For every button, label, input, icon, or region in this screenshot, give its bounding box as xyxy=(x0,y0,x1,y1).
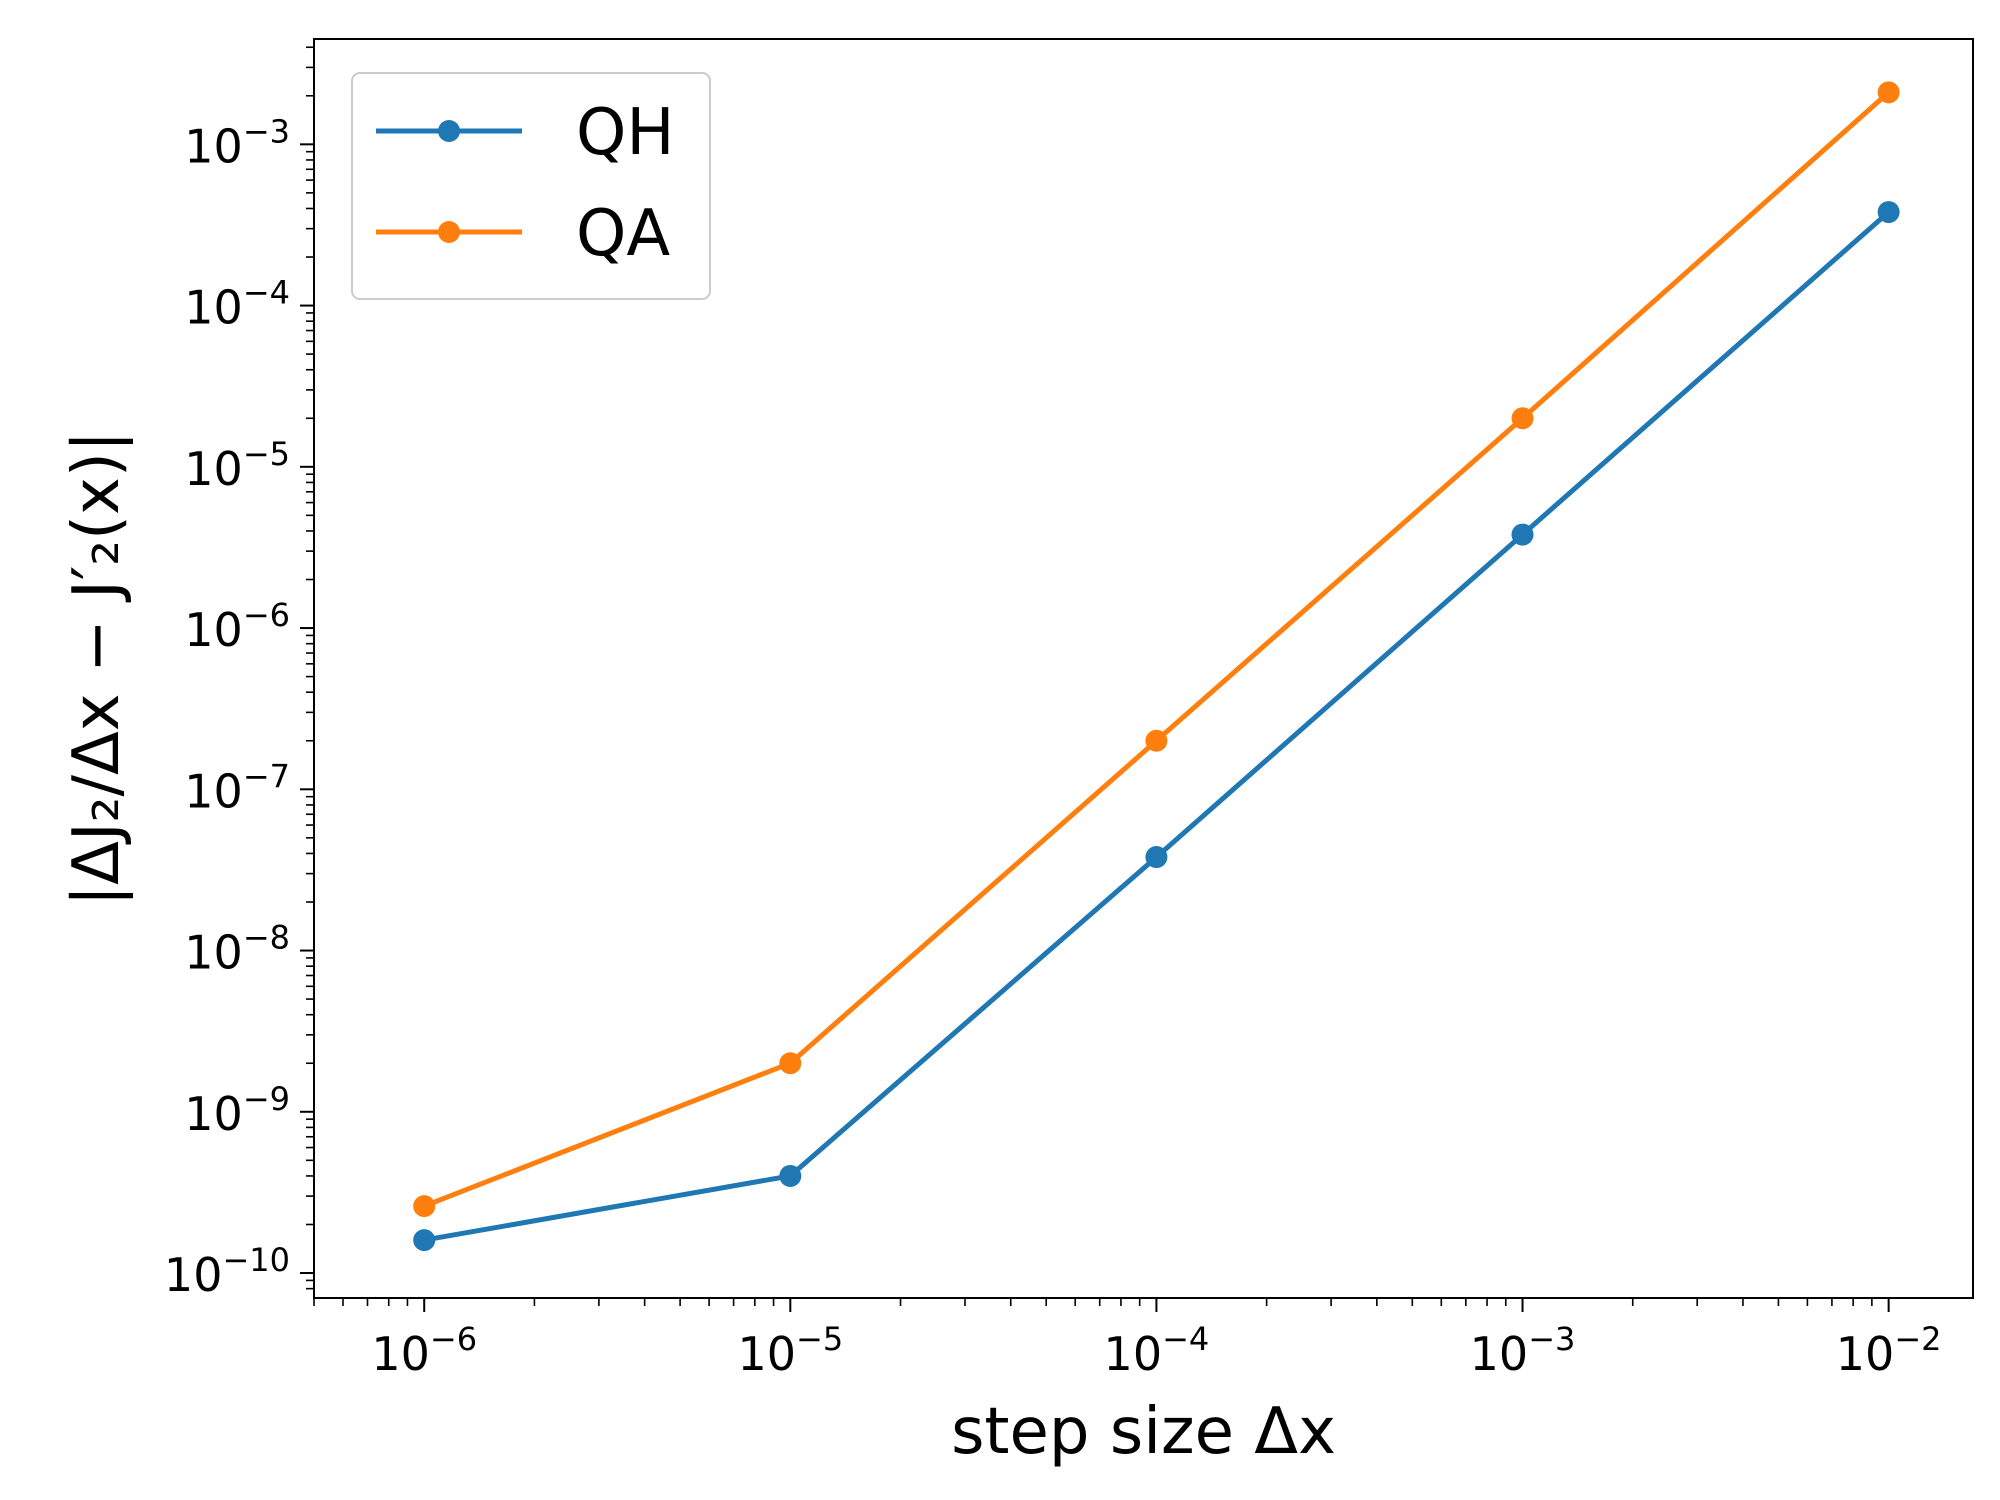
data-point-qa xyxy=(1511,407,1534,430)
legend-label-qa: QA xyxy=(576,197,670,271)
y-tick-label: 10−9 xyxy=(184,1080,290,1141)
data-point-qa xyxy=(1145,729,1168,752)
y-tick-label: 10−3 xyxy=(184,112,290,173)
legend-marker-qa xyxy=(438,221,460,243)
x-tick-label: 10−4 xyxy=(1104,1320,1210,1381)
y-tick-label: 10−10 xyxy=(164,1241,290,1302)
series-layer xyxy=(413,81,1900,1252)
y-tick-label: 10−4 xyxy=(184,274,290,335)
x-tick-label: 10−3 xyxy=(1470,1320,1576,1381)
data-point-qh xyxy=(1511,523,1534,546)
data-point-qh xyxy=(779,1164,802,1187)
data-point-qa xyxy=(779,1052,802,1075)
y-tick-label: 10−6 xyxy=(184,596,290,657)
major-ticks: 10−6 10−5 10−4 10−3 10−2 10−10 10−9 10−8 10−7 10−… xyxy=(164,112,1942,1381)
x-tick-label: 10−5 xyxy=(737,1320,843,1381)
data-point-qh xyxy=(413,1229,436,1252)
legend-label-qh: QH xyxy=(576,96,675,170)
series-line-qh xyxy=(423,210,1891,1243)
plot-frame xyxy=(313,38,1974,1299)
y-axis-title: |ΔJ₂/Δx − J′₂(x)| xyxy=(60,431,134,907)
minor-ticks xyxy=(306,46,1873,1306)
y-tick-label: 10−7 xyxy=(184,757,290,818)
data-point-qa xyxy=(1877,81,1900,104)
x-tick-label: 10−2 xyxy=(1836,1320,1942,1381)
x-tick-label: 10−6 xyxy=(371,1320,477,1381)
y-tick-label: 10−5 xyxy=(184,435,290,496)
legend: QH QA xyxy=(351,72,711,300)
data-point-qh xyxy=(1145,846,1168,869)
y-tick-label: 10−8 xyxy=(184,919,290,980)
x-axis-title: step size Δx xyxy=(951,1395,1336,1469)
legend-marker-qh xyxy=(438,120,460,142)
data-point-qa xyxy=(413,1195,436,1218)
data-point-qh xyxy=(1877,201,1900,224)
